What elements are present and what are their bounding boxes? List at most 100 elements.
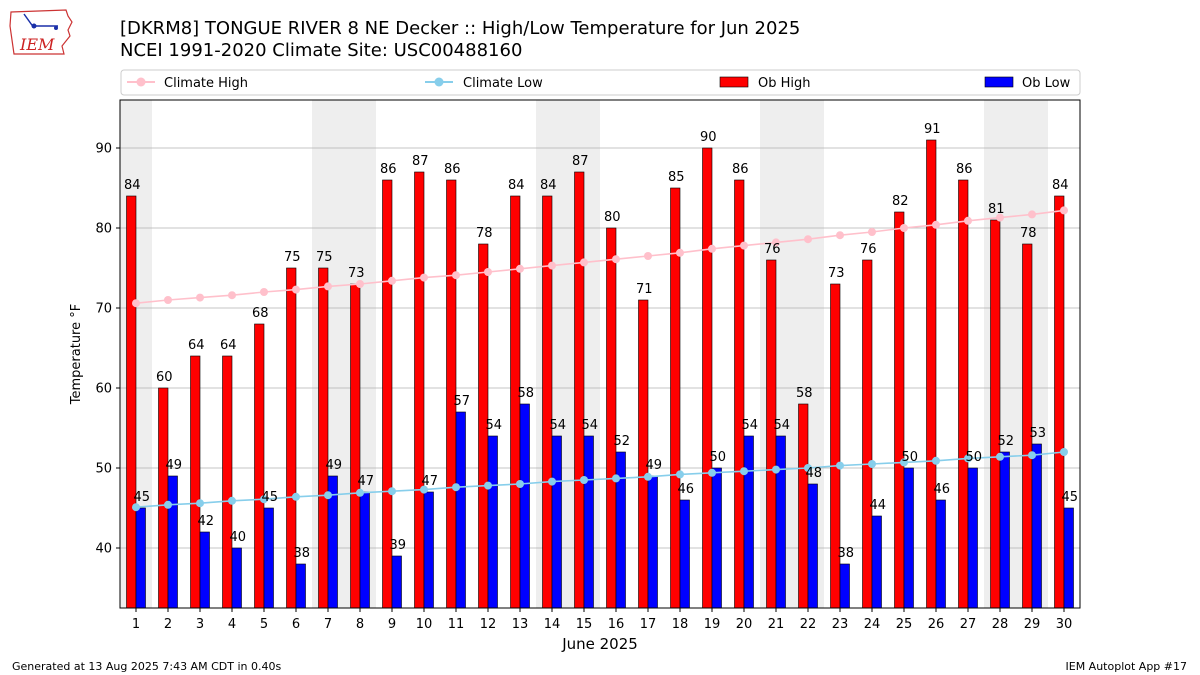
y-tick-label: 60 — [95, 382, 112, 397]
bars — [126, 139, 1074, 609]
x-tick-label: 23 — [832, 617, 849, 632]
ob-low-label: 38 — [837, 546, 854, 561]
ob-high-label: 60 — [156, 370, 173, 385]
ob-low-label: 40 — [229, 530, 246, 545]
x-tick-label: 3 — [196, 617, 204, 632]
climate-high-point — [964, 216, 972, 225]
ob-low-label: 39 — [389, 538, 406, 553]
ob-high-label: 87 — [572, 154, 589, 169]
x-tick-label: 8 — [356, 617, 364, 632]
ob-high-label: 78 — [1020, 226, 1037, 241]
x-tick-label: 19 — [704, 617, 721, 632]
ob-high-label: 86 — [444, 162, 461, 177]
ob-low-bar — [903, 467, 914, 609]
ob-low-bar — [743, 435, 754, 609]
climate-low-point — [356, 488, 364, 497]
climate-low-point — [164, 500, 172, 509]
climate-low-point — [388, 487, 396, 496]
climate-high-point — [900, 224, 908, 232]
ob-high-bar — [126, 195, 137, 609]
ob-low-label: 49 — [325, 458, 342, 473]
x-tick-label: 24 — [864, 617, 881, 632]
climate-low-point — [740, 467, 748, 476]
ob-low-label: 53 — [1029, 426, 1046, 441]
legend-ob-low-swatch — [984, 76, 1014, 88]
climate-low-point — [1060, 448, 1068, 456]
climate-low-point — [932, 456, 940, 465]
ob-low-bar — [871, 515, 882, 609]
climate-low-point — [612, 474, 620, 483]
ob-low-label: 44 — [869, 498, 886, 513]
climate-high-point — [644, 252, 652, 260]
ob-low-label: 46 — [933, 482, 950, 497]
climate-high-point — [132, 299, 140, 308]
ob-low-bar — [807, 483, 818, 609]
climate-high-point — [388, 276, 396, 285]
x-tick-label: 21 — [768, 617, 785, 632]
x-tick-label: 1 — [132, 617, 140, 632]
ob-low-label: 42 — [197, 514, 214, 529]
ob-low-label: 49 — [165, 458, 182, 473]
ob-high-label: 75 — [316, 250, 333, 265]
ob-high-label: 64 — [188, 338, 205, 353]
climate-low-point — [548, 477, 556, 486]
x-tick-label: 25 — [896, 617, 913, 632]
ob-low-label: 52 — [997, 434, 1014, 449]
ob-high-label: 85 — [668, 170, 685, 185]
ob-high-label: 81 — [988, 202, 1005, 217]
ob-high-label: 76 — [860, 242, 877, 257]
ob-high-bar — [1054, 195, 1065, 609]
ob-low-label: 38 — [293, 546, 310, 561]
climate-low-point — [804, 464, 812, 472]
climate-high-point — [772, 238, 780, 247]
y-tick-label: 70 — [95, 302, 112, 317]
ob-low-bar — [583, 435, 594, 609]
ob-low-bar — [839, 563, 850, 609]
app-footer: IEM Autoplot App #17 — [1065, 660, 1188, 673]
climate-high-point — [836, 231, 844, 240]
climate-low-point — [420, 485, 428, 494]
x-tick-label: 7 — [324, 617, 332, 632]
x-tick-label: 30 — [1056, 617, 1073, 632]
plot-frame — [119, 99, 1081, 609]
ob-high-bar — [894, 211, 905, 609]
climate-low-point — [836, 461, 844, 470]
ob-high-bar — [350, 283, 361, 609]
climate-high-line — [135, 209, 1065, 304]
ob-low-bar — [1031, 443, 1042, 609]
ob-high-bar — [414, 171, 425, 609]
x-tick-label: 2 — [164, 617, 172, 632]
legend: Climate High Climate Low Ob High Ob Low — [127, 76, 1071, 91]
ob-high-bar — [638, 299, 649, 609]
grid-lines — [120, 147, 1080, 549]
ob-high-bar — [222, 355, 233, 609]
climate-low-point — [132, 503, 140, 512]
ob-high-label: 73 — [828, 266, 845, 281]
ob-low-label: 54 — [773, 418, 790, 433]
climate-low-point — [964, 454, 972, 463]
ob-low-bar — [967, 467, 978, 609]
generated-footer: Generated at 13 Aug 2025 7:43 AM CDT in … — [12, 660, 282, 673]
ob-high-bar — [862, 259, 873, 609]
ob-high-bar — [254, 323, 265, 609]
ob-high-label: 86 — [380, 162, 397, 177]
ob-low-label: 50 — [709, 450, 726, 465]
x-tick-label: 16 — [608, 617, 625, 632]
ob-low-bar — [199, 531, 210, 609]
ob-low-bar — [679, 499, 690, 609]
ob-low-label: 52 — [613, 434, 630, 449]
climate-high-point — [324, 282, 332, 291]
ob-high-label: 68 — [252, 306, 269, 321]
ob-high-label: 75 — [284, 250, 301, 265]
x-tick-label: 14 — [544, 617, 561, 632]
x-tick-label: 22 — [800, 617, 817, 632]
x-tick-label: 13 — [512, 617, 529, 632]
climate-low-point — [484, 481, 492, 490]
climate-high-point — [164, 296, 172, 304]
climate-low-point — [772, 465, 780, 474]
ob-low-bar — [455, 411, 466, 609]
climate-low-point — [676, 470, 684, 479]
ob-high-bar — [574, 171, 585, 609]
ob-high-label: 84 — [124, 178, 141, 193]
